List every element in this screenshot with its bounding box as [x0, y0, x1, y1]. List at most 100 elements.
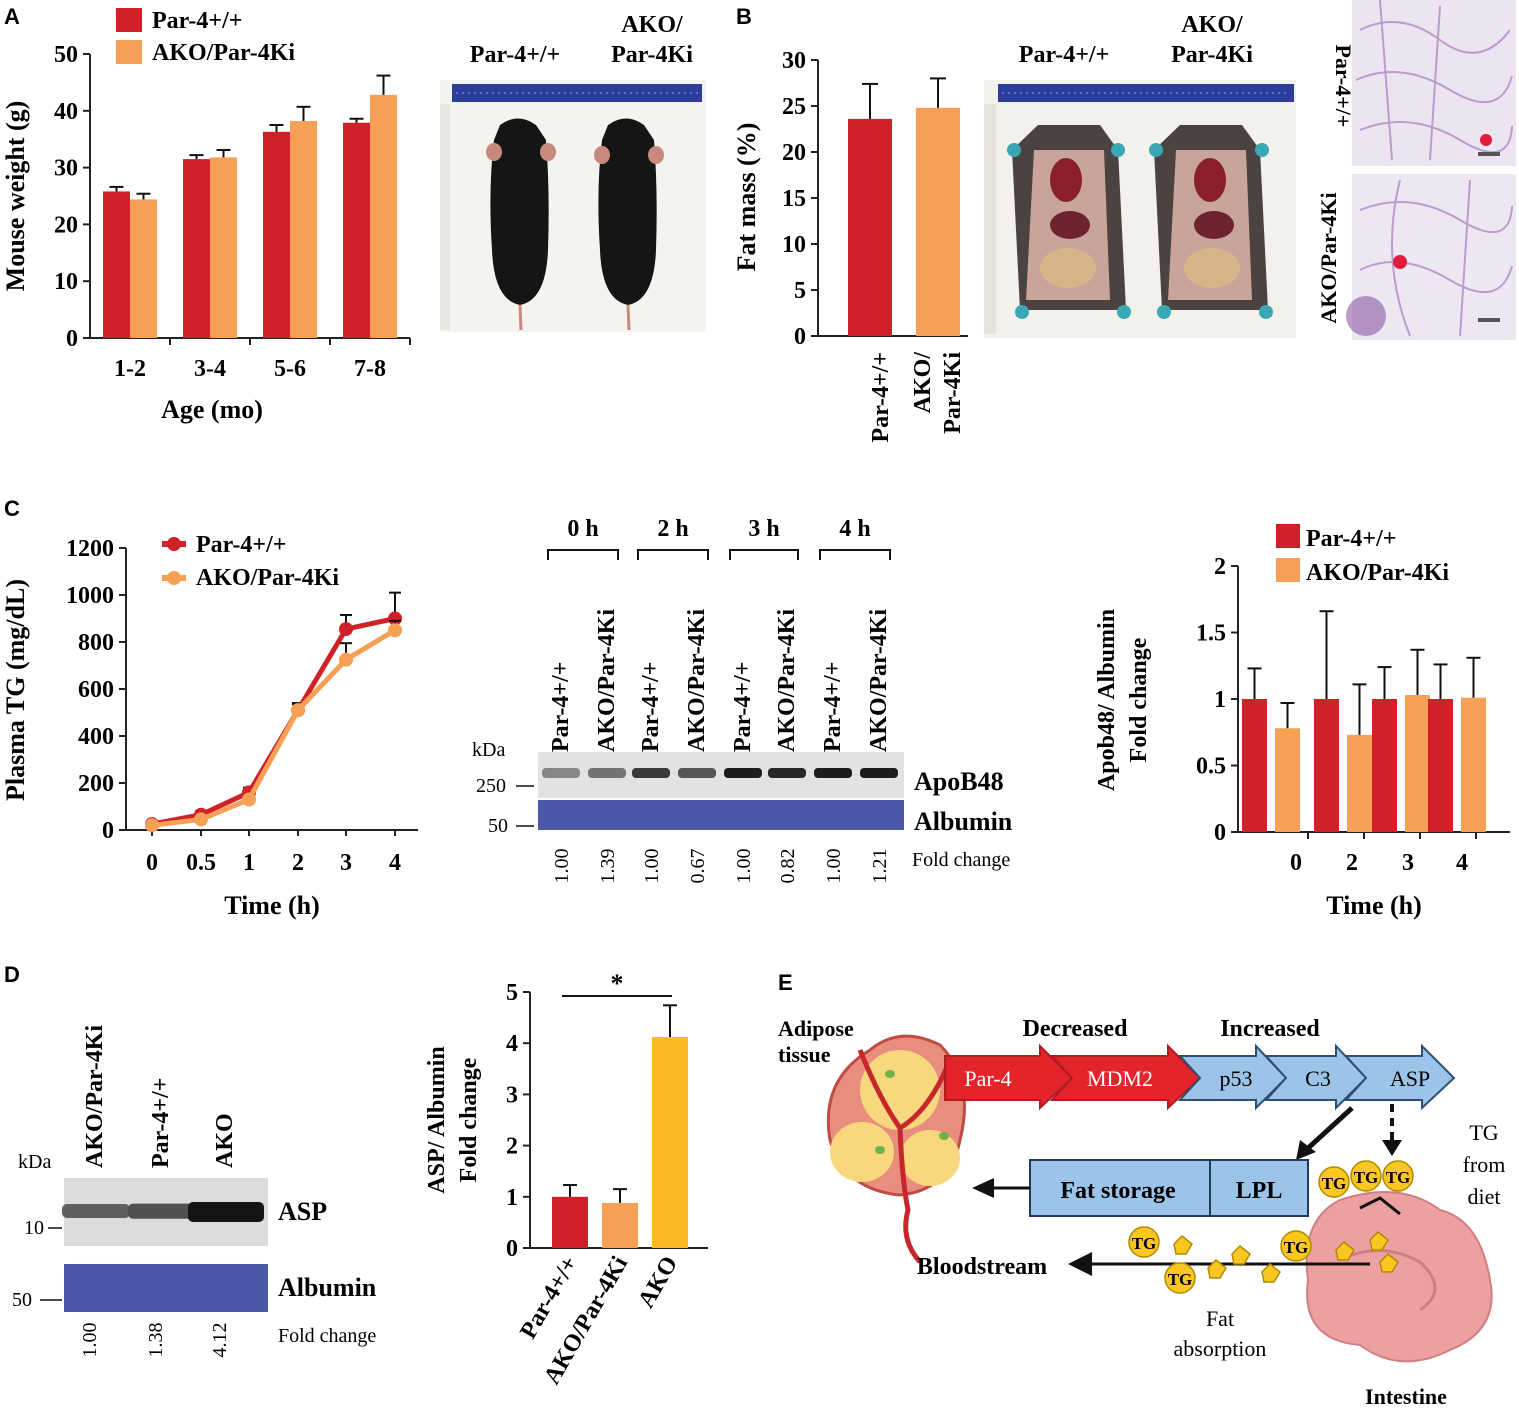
chart-a-ylabel: Mouse weight (g) [1, 101, 30, 292]
blot-c-fold-2: 1.00 [641, 849, 663, 884]
tg-diet-1: TG [1469, 1120, 1498, 1145]
chart-b-xtick-1b: Par-4Ki [940, 352, 966, 434]
arrow-mdm2 [1049, 1043, 1202, 1111]
chart-a-ytick-label-4: 40 [54, 99, 78, 125]
intestine-illustration [1305, 1191, 1493, 1363]
legend-c-label-wt: Par-4+/+ [196, 532, 286, 558]
legend-a-swatch-ko [116, 40, 142, 64]
blot-c-fold-6: 1.00 [823, 849, 845, 884]
blot-d-kda: kDa [18, 1151, 51, 1173]
chart-d-bar-bar-1 [602, 1202, 638, 1248]
chart-a-ytick-label-5: 50 [54, 42, 78, 68]
blot-c-band-6 [814, 768, 852, 778]
tg-droplet-diet-2-label: TG [1354, 1168, 1379, 1187]
chart-c-line-xtick-label-5: 4 [389, 850, 401, 876]
chart-c-bar-ytick-label-1: 0.5 [1196, 754, 1226, 780]
chart-c-line-ylabel: Plasma TG (mg/dL) [1, 579, 30, 801]
legend-c-label-ko: AKO/Par-4Ki [196, 565, 339, 591]
blot-c-group-bracket-2 [729, 549, 799, 560]
blot-c-fold-7: 1.21 [869, 849, 891, 884]
blot-c-group-3: 4 h [839, 516, 870, 542]
tg-droplet-abs-1-label: TG [1132, 1234, 1157, 1253]
chart-c-bar-xtick-label-1: 2 [1346, 850, 1358, 876]
chart-c-bar-plot: 0 0.5 1 1.5 2 0 2 3 4 [1196, 554, 1510, 876]
blot-d-band-bottom-label: Albumin [278, 1273, 377, 1302]
chart-c-line-ytick-label-6: 1200 [66, 536, 114, 562]
adipose-cells-illustration [826, 1034, 966, 1264]
legend-cbar-label-wt: Par-4+/+ [1306, 526, 1396, 552]
chart-a-plot: 0 10 20 30 40 50 1-2 3-4 5-6 7-8 [54, 42, 411, 382]
box-lpl [1209, 1159, 1309, 1217]
chart-c-bar-bar-wt-2 [1372, 699, 1397, 832]
chart-d-bar-ylabel-2: Fold change [456, 1057, 482, 1182]
chart-c-bar-bar-ko-2 [1405, 695, 1430, 832]
blot-d-marker-top: 10 [24, 1217, 44, 1239]
blot-c-lane-label-0: Par-4+/+ [548, 662, 574, 752]
chart-c-line-ytick-label-5: 1000 [66, 583, 114, 609]
photo-b-dissection: Par-4+/+ AKO/ Par-4Ki [984, 12, 1296, 338]
blot-c-marker-top: 250 [476, 775, 506, 797]
blood-vessel [857, 1049, 953, 1264]
chart-a-bar-ko-1 [210, 157, 237, 338]
photo-b-fat-wt [1040, 248, 1096, 288]
photo-a-label-wt: Par-4+/+ [470, 42, 560, 68]
chart-b-ytick-label-6: 30 [782, 48, 806, 74]
blot-d-lane-label-1: Par-4+/+ [148, 1078, 174, 1168]
box-lpl-label: LPL [1236, 1178, 1283, 1204]
blot-c-band-0 [542, 768, 580, 778]
photo-a-label-ko-1: AKO/ [621, 12, 683, 38]
adipocyte-1 [860, 1050, 940, 1130]
histology-label-wt: Par-4+/+ [1331, 45, 1356, 128]
chart-c-bar-bar-ko-0 [1275, 728, 1300, 832]
chart-d-bar-bar-2 [652, 1037, 688, 1248]
panel-letter-e: E [778, 970, 793, 995]
chart-c-bar: Par-4+/+ AKO/Par-4Ki 0 0.5 1 1.5 2 0 2 3 4 Time … [1094, 524, 1510, 920]
photo-a-ear-3 [594, 146, 610, 164]
blot-d-band-top-label: ASP [278, 1197, 327, 1226]
photo-a-ear-2 [540, 143, 556, 161]
chart-a-bar-wt-1 [183, 159, 210, 338]
blot-c-fold-1: 1.39 [597, 849, 619, 884]
chart-a-bar-wt-3 [343, 122, 370, 338]
chart-b-xtick-0: Par-4+/+ [868, 352, 894, 442]
photo-b-label-ko-2: Par-4Ki [1171, 42, 1253, 68]
chart-d-bar-ytick-label-2: 2 [506, 1134, 518, 1160]
photo-b-ruler-side [984, 104, 996, 334]
blot-c-lane-label-5: AKO/Par-4Ki [774, 609, 800, 752]
blot-c-fold-4: 1.00 [733, 849, 755, 884]
blot-d-band-2 [188, 1202, 264, 1222]
chart-d-bar-significance-star: * [611, 969, 624, 998]
chart-c-line-plot: 0 200 400 600 800 1000 1200 0 0.5 1 2 3 4 [66, 536, 418, 876]
panel-letter-b: B [736, 4, 752, 29]
tg-diet-2: from [1463, 1152, 1506, 1177]
legend-cbar-swatch-ko [1276, 558, 1300, 582]
photo-a-mice: Par-4+/+ AKO/ Par-4Ki [440, 12, 706, 332]
blot-d-lane-label-2: AKO [212, 1113, 238, 1168]
photo-a-ruler-side [440, 104, 450, 330]
legend-cbar-label-ko: AKO/Par-4Ki [1306, 560, 1449, 586]
chart-c-line-point-ko-5 [388, 623, 402, 638]
chart-a-bar-ko-3 [370, 94, 397, 339]
chart-b-bar-1 [916, 107, 960, 336]
adipocyte-3 [900, 1130, 960, 1186]
chart-d-bar-ytick-label-1: 1 [506, 1185, 518, 1211]
chart-d-bar-ytick-label-4: 4 [506, 1031, 518, 1057]
blot-c-fold-0: 1.00 [551, 849, 573, 884]
tg-diet-3: diet [1468, 1184, 1501, 1209]
arrow-p53-label: p53 [1220, 1066, 1253, 1091]
legend-a-label-ko: AKO/Par-4Ki [152, 40, 295, 66]
chart-c-line-point-ko-3 [291, 703, 305, 718]
chart-c-bar-ytick-label-3: 1.5 [1196, 621, 1226, 647]
blot-c: 0 h 2 h 3 h 4 h Par-4+/+ AKO/Par-4Ki Par-4+/+ A… [472, 516, 1013, 884]
photo-b-liver-wt [1050, 211, 1090, 239]
chart-b-ytick-label-3: 15 [782, 186, 806, 212]
tg-droplet-abs-3 [1280, 1230, 1312, 1262]
chart-a-ytick-label-0: 0 [66, 326, 78, 352]
blot-c-group-2: 3 h [748, 516, 779, 542]
chart-a-xtick-label-3: 7-8 [354, 356, 386, 382]
blot-c-group-bracket-3 [819, 549, 891, 560]
photo-b-label-wt: Par-4+/+ [1019, 42, 1109, 68]
chart-b-plot: 0 5 10 15 20 25 30 [782, 48, 968, 350]
